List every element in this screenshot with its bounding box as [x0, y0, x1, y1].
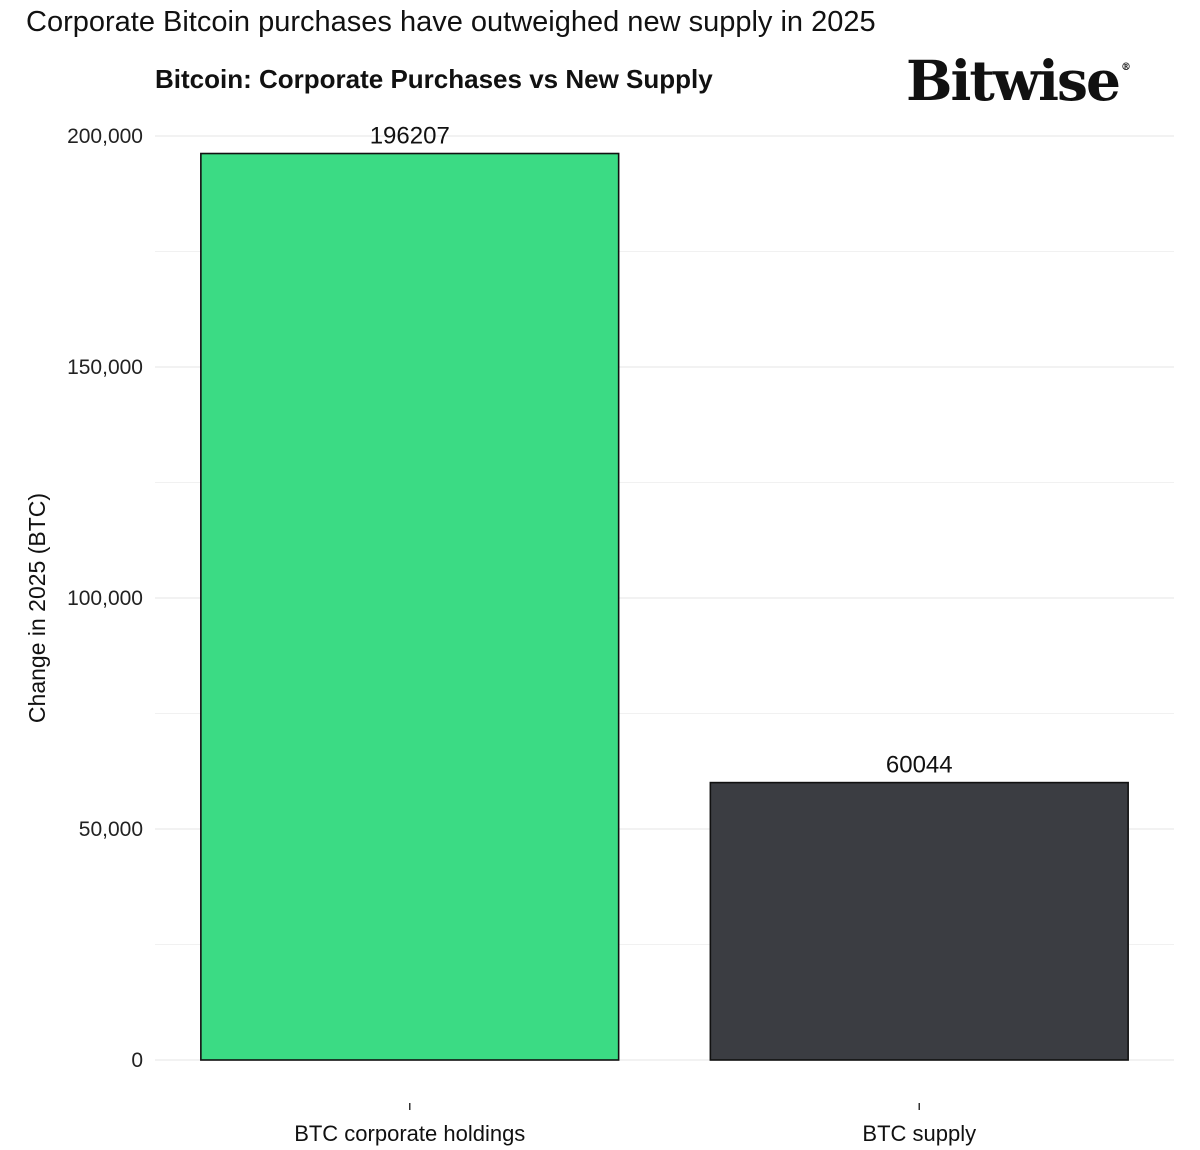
bar-1 [200, 152, 620, 1061]
headline: Corporate Bitcoin purchases have outweig… [26, 6, 876, 38]
brand-logo: Bitwise ® [906, 48, 1131, 113]
x-tick-label: BTC corporate holdings [294, 1121, 525, 1146]
data-label-2: 60044 [886, 752, 953, 779]
y-tick-label: 0 [131, 1049, 143, 1072]
y-tick-label: 100,000 [67, 587, 143, 610]
bars [200, 152, 1129, 1061]
registered-mark: ® [1120, 62, 1131, 73]
y-axis-title: Change in 2025 (BTC) [24, 493, 50, 723]
x-tick-label: BTC supply [862, 1121, 976, 1146]
y-tick-label: 50,000 [79, 818, 143, 841]
y-tick-label: 200,000 [67, 125, 143, 148]
bar-2 [709, 781, 1129, 1061]
brand-name: Bitwise [906, 48, 1121, 113]
chart-title: Bitcoin: Corporate Purchases vs New Supp… [155, 64, 713, 94]
x-axis: BTC corporate holdings BTC supply [294, 1103, 976, 1146]
y-axis: 0 50,000 100,000 150,000 200,000 [67, 125, 143, 1072]
data-labels: 196207 60044 [370, 123, 953, 779]
data-label-1: 196207 [370, 123, 450, 150]
y-tick-label: 150,000 [67, 356, 143, 379]
